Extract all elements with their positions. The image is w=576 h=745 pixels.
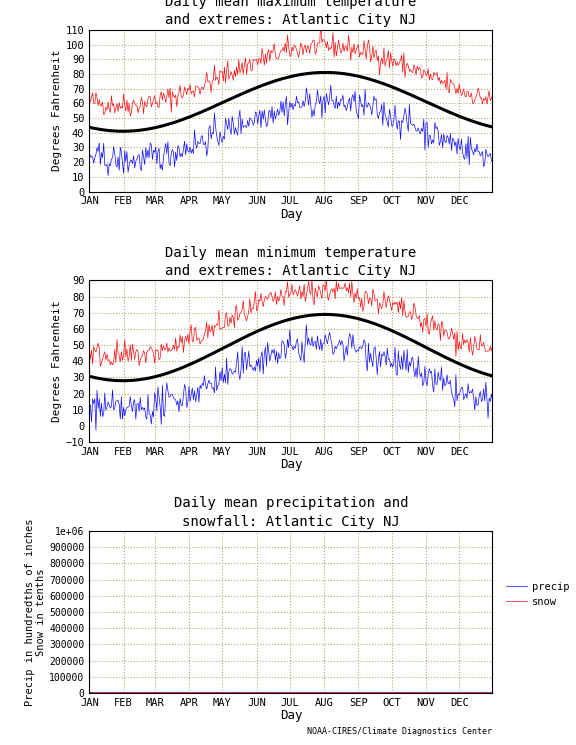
X-axis label: Day: Day [279, 208, 302, 221]
Legend: precip, snow: precip, snow [506, 582, 569, 607]
precip [198, 688, 204, 697]
snow [248, 688, 255, 697]
Y-axis label: Degrees Fahrenheit: Degrees Fahrenheit [51, 300, 62, 422]
snow [489, 688, 496, 697]
Title: Daily mean precipitation and
snowfall: Atlantic City NJ: Daily mean precipitation and snowfall: A… [173, 496, 408, 528]
Y-axis label: Degrees Fahrenheit: Degrees Fahrenheit [51, 50, 62, 171]
precip [434, 688, 441, 697]
snow [250, 688, 257, 697]
snow [86, 688, 93, 697]
snow [232, 688, 239, 697]
Text: NOAA-CIRES/Climate Diagnostics Center: NOAA-CIRES/Climate Diagnostics Center [308, 727, 492, 736]
Y-axis label: Precip in hundredths of inches
Snow in tenths: Precip in hundredths of inches Snow in t… [25, 519, 47, 706]
Title: Daily mean minimum temperature
and extremes: Atlantic City NJ: Daily mean minimum temperature and extre… [165, 246, 416, 278]
Title: Daily mean maximum temperature
and extremes: Atlantic City NJ: Daily mean maximum temperature and extre… [165, 0, 416, 28]
snow [331, 688, 338, 697]
X-axis label: Day: Day [279, 458, 302, 472]
precip [257, 688, 264, 697]
snow [434, 688, 441, 697]
precip [472, 688, 479, 697]
precip [172, 688, 179, 697]
precip [250, 688, 257, 697]
X-axis label: Day: Day [279, 709, 302, 722]
snow [171, 688, 178, 697]
precip [248, 688, 255, 697]
precip [86, 688, 93, 697]
snow [196, 688, 203, 697]
snow [472, 688, 479, 697]
precip [489, 688, 496, 697]
precip [134, 688, 141, 697]
